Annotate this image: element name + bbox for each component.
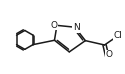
Text: N: N [73, 23, 80, 32]
Text: O: O [105, 50, 112, 59]
Text: O: O [50, 20, 57, 30]
Text: Cl: Cl [114, 31, 123, 40]
